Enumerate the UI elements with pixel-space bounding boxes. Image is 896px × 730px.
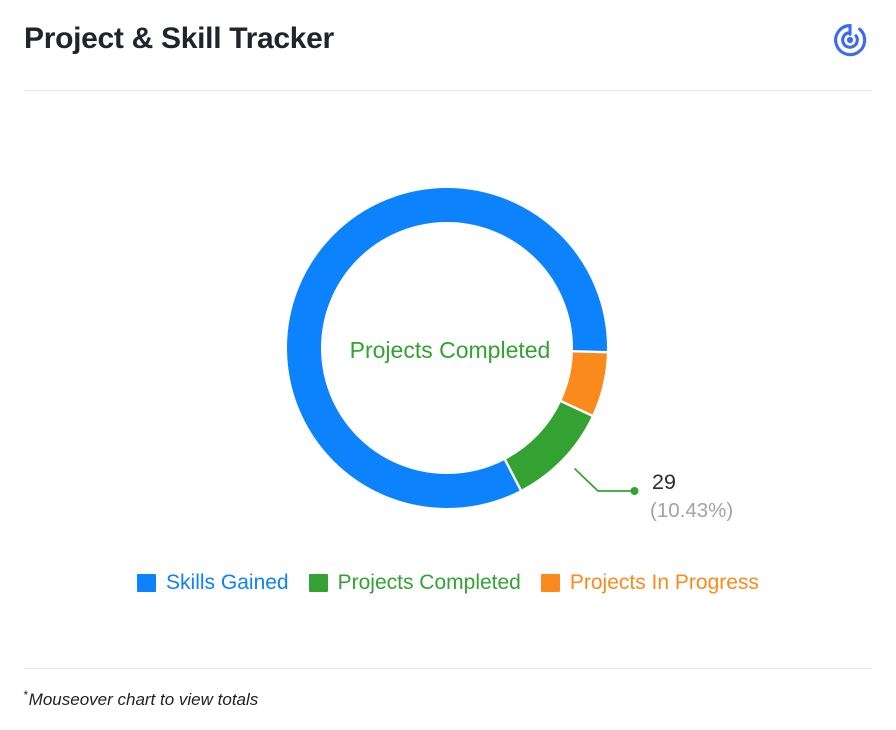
legend-swatch-green — [308, 574, 328, 592]
segment-divider — [502, 456, 524, 495]
legend-label: Skills Gained — [166, 571, 289, 594]
legend-swatch-orange — [540, 574, 560, 592]
footnote: *Mouseover chart to view totals — [23, 688, 259, 710]
legend-label: Projects Completed — [337, 571, 521, 594]
header-divider — [24, 90, 872, 91]
legend-label: Projects In Progress — [569, 571, 759, 594]
donut-center-label: Projects Completed — [350, 337, 551, 363]
app-logo-icon[interactable] — [832, 22, 868, 58]
segment-divider — [557, 398, 597, 419]
footnote-text: Mouseover chart to view totals — [28, 690, 259, 709]
donut-ring[interactable] — [287, 188, 611, 508]
legend-item-projects-in-progress[interactable]: Projects In Progress — [540, 571, 759, 595]
logo-outer-arc — [834, 24, 867, 57]
legend-item-projects-completed[interactable]: Projects Completed — [308, 571, 521, 595]
logo-inner-arc — [841, 31, 859, 49]
tooltip-callout-dot — [630, 487, 639, 495]
legend-item-skills-gained[interactable]: Skills Gained — [137, 571, 289, 595]
donut-segment-skills-gained[interactable] — [287, 188, 607, 508]
segment-divider — [569, 350, 611, 354]
footnote-asterisk: * — [23, 688, 28, 702]
chart-legend: Skills Gained Projects Completed Project… — [0, 571, 896, 595]
tooltip-value: 29 — [652, 470, 676, 494]
tooltip-percent: (10.43%) — [650, 499, 733, 522]
tooltip-callout-line — [573, 467, 631, 492]
logo-center-dot — [846, 36, 854, 44]
footer-divider — [24, 668, 872, 669]
donut-chart[interactable]: Projects Completed 29 (10.43%) — [0, 100, 896, 570]
page-title: Project & Skill Tracker — [24, 22, 334, 55]
legend-swatch-blue — [137, 574, 157, 592]
